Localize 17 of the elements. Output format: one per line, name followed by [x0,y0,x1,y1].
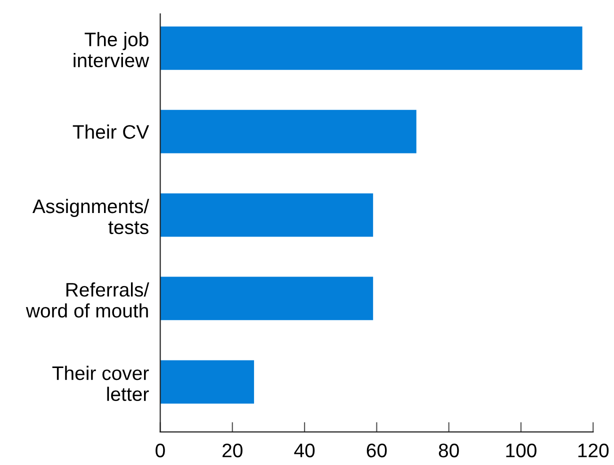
x-tick-label: 100 [506,444,536,458]
y-tick-label: The job interview [74,32,150,68]
y-tick-label: Referrals/ word of mouth [26,282,150,318]
x-tick-label: 40 [294,444,315,458]
x-tick-label: 20 [222,444,242,458]
y-tick-label: Assignments/ tests [32,198,150,234]
x-tick-label: 0 [156,444,165,458]
bar [160,276,374,320]
x-tick-label: 60 [366,444,387,458]
x-tick-label: 80 [438,444,459,458]
bar [160,193,374,237]
bar [160,110,416,154]
x-tick-label: 120 [578,444,609,458]
bar [160,360,254,404]
y-tick-label: Their CV [72,124,150,139]
y-tick-label: Their cover letter [52,366,149,402]
bar [160,26,582,70]
